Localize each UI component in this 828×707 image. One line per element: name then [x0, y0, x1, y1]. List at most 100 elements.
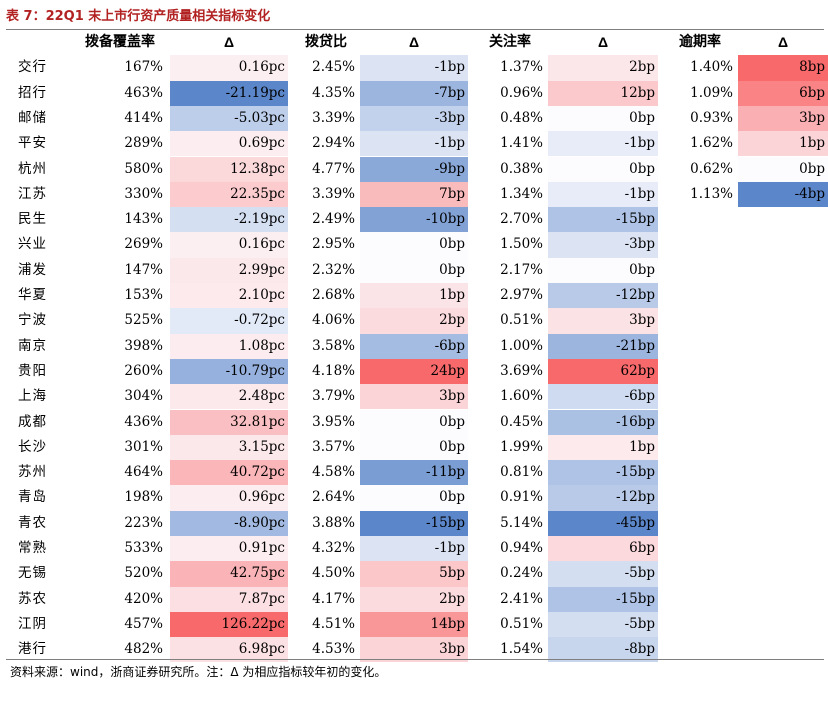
provision-value: 4.32% — [312, 540, 355, 556]
coverage-delta: 0.91pc — [170, 536, 288, 562]
overdue-delta — [738, 435, 828, 460]
coverage-value: 463% — [124, 84, 163, 101]
provision-value: 3.79% — [312, 388, 355, 405]
attention-value: 5.14% — [500, 514, 543, 531]
coverage-value: 398% — [124, 337, 163, 354]
provision-value: 3.39% — [312, 185, 355, 202]
coverage-value: 223% — [124, 514, 163, 531]
overdue-delta — [738, 207, 828, 232]
attention-delta: -5bp — [548, 561, 658, 587]
coverage-delta: 2.48pc — [170, 384, 288, 410]
coverage-value: 301% — [124, 438, 163, 455]
table-row: 苏州 464% 40.72pc 4.58% -11bp 0.81% -15bp — [0, 460, 828, 486]
provision-delta: -1bp — [360, 536, 468, 562]
coverage-value: 198% — [124, 489, 163, 506]
attention-value: 1.34% — [500, 185, 543, 202]
bank-name: 江阴 — [18, 615, 47, 632]
overdue-delta — [738, 410, 828, 435]
table-row: 贵阳 260% -10.79pc 4.18% 24bp 3.69% 62bp — [0, 358, 828, 385]
table-row: 邮储 414% -5.03pc 3.39% -3bp 0.48% 0bp 0.93% 3bp — [0, 105, 828, 132]
provision-value: 2.95% — [312, 236, 355, 253]
table-row: 南京 398% 1.08pc 3.58% -6bp 1.00% -21bp — [0, 333, 828, 359]
footnote: 资料来源：wind，浙商证券研究所。注：Δ 为相应指标较年初的变化。 — [10, 665, 387, 679]
attention-delta: -15bp — [548, 460, 658, 486]
coverage-delta: 2.99pc — [170, 257, 288, 283]
coverage-delta: 32.81pc — [170, 409, 288, 435]
coverage-delta: 0.96pc — [170, 485, 288, 511]
overdue-delta: 0bp — [738, 156, 828, 182]
provision-value: 2.32% — [312, 261, 355, 278]
table-row: 青岛 198% 0.96pc 2.64% 0bp 0.91% -12bp — [0, 485, 828, 511]
overdue-value — [662, 435, 736, 460]
attention-value: 1.54% — [500, 641, 543, 658]
provision-value: 2.49% — [312, 211, 355, 228]
overdue-value — [662, 536, 736, 561]
provision-delta: -15bp — [360, 510, 468, 536]
coverage-value: 580% — [124, 160, 163, 177]
coverage-value: 520% — [124, 565, 163, 582]
provision-delta: 1bp — [360, 283, 468, 309]
overdue-value — [662, 561, 736, 586]
coverage-value: 533% — [124, 540, 163, 556]
bank-name: 杭州 — [18, 160, 47, 177]
header-provision: 拨贷比 — [305, 34, 347, 50]
attention-value: 0.81% — [500, 464, 543, 481]
table-row: 常熟 533% 0.91pc 4.32% -1bp 0.94% 6bp — [0, 536, 828, 562]
overdue-delta — [738, 485, 828, 510]
coverage-delta: 12.38pc — [170, 156, 288, 182]
provision-delta: 0bp — [360, 232, 468, 258]
attention-value: 2.41% — [500, 590, 543, 607]
bank-name: 苏州 — [18, 464, 47, 481]
attention-value: 0.51% — [500, 312, 543, 329]
bank-name: 招行 — [18, 84, 47, 101]
provision-value: 2.68% — [312, 287, 355, 303]
provision-value: 4.35% — [312, 84, 355, 101]
attention-delta: -15bp — [548, 586, 658, 612]
attention-value: 1.60% — [500, 388, 543, 405]
overdue-value — [662, 410, 736, 435]
attention-value: 2.17% — [500, 261, 543, 278]
provision-value: 3.95% — [312, 413, 355, 430]
coverage-delta: 1.08pc — [170, 333, 288, 359]
overdue-value — [662, 384, 736, 409]
coverage-value: 167% — [124, 59, 163, 76]
header-attention-delta: Δ — [597, 34, 609, 50]
attention-delta: 2bp — [548, 55, 658, 81]
overdue-delta — [738, 612, 828, 637]
table-row: 交行 167% 0.16pc 2.45% -1bp 1.37% 2bp 1.40% 8bp — [0, 55, 828, 81]
attention-value: 1.00% — [500, 337, 543, 354]
header-attention: 关注率 — [489, 34, 531, 50]
attention-delta: 0bp — [548, 257, 658, 283]
table-row: 民生 143% -2.19pc 2.49% -10bp 2.70% -15bp — [0, 207, 828, 233]
overdue-delta — [738, 561, 828, 586]
provision-value: 2.94% — [312, 135, 355, 152]
header-overdue-delta: Δ — [777, 34, 789, 50]
overdue-delta: 3bp — [738, 105, 828, 132]
overdue-delta — [738, 258, 828, 283]
table-row: 杭州 580% 12.38pc 4.77% -9bp 0.38% 0bp 0.62% 0bp — [0, 156, 828, 182]
bank-name: 兴业 — [18, 236, 47, 253]
overdue-value — [662, 460, 736, 485]
header-coverage: 拨备覆盖率 — [85, 34, 155, 50]
bank-name: 江苏 — [18, 185, 47, 202]
coverage-delta: -8.90pc — [170, 510, 288, 536]
provision-delta: -1bp — [360, 131, 468, 157]
attention-delta: -21bp — [548, 333, 658, 359]
bank-name: 青农 — [18, 514, 47, 531]
provision-delta: 7bp — [360, 181, 468, 208]
coverage-delta: 0.16pc — [170, 232, 288, 258]
provision-value: 3.88% — [312, 514, 355, 531]
attention-value: 1.37% — [500, 59, 543, 76]
bottom-rule — [6, 659, 824, 660]
attention-value: 0.94% — [500, 540, 543, 556]
provision-value: 2.64% — [312, 489, 355, 506]
overdue-delta — [738, 283, 828, 308]
table-row: 港行 482% 6.98pc 4.53% 3bp 1.54% -8bp — [0, 637, 828, 663]
attention-value: 0.48% — [500, 109, 543, 126]
attention-delta: 0bp — [548, 105, 658, 132]
provision-value: 3.39% — [312, 109, 355, 126]
provision-delta: 5bp — [360, 561, 468, 587]
overdue-delta — [738, 359, 828, 384]
overdue-value — [662, 308, 736, 333]
table-row: 苏农 420% 7.87pc 4.17% 2bp 2.41% -15bp — [0, 586, 828, 612]
